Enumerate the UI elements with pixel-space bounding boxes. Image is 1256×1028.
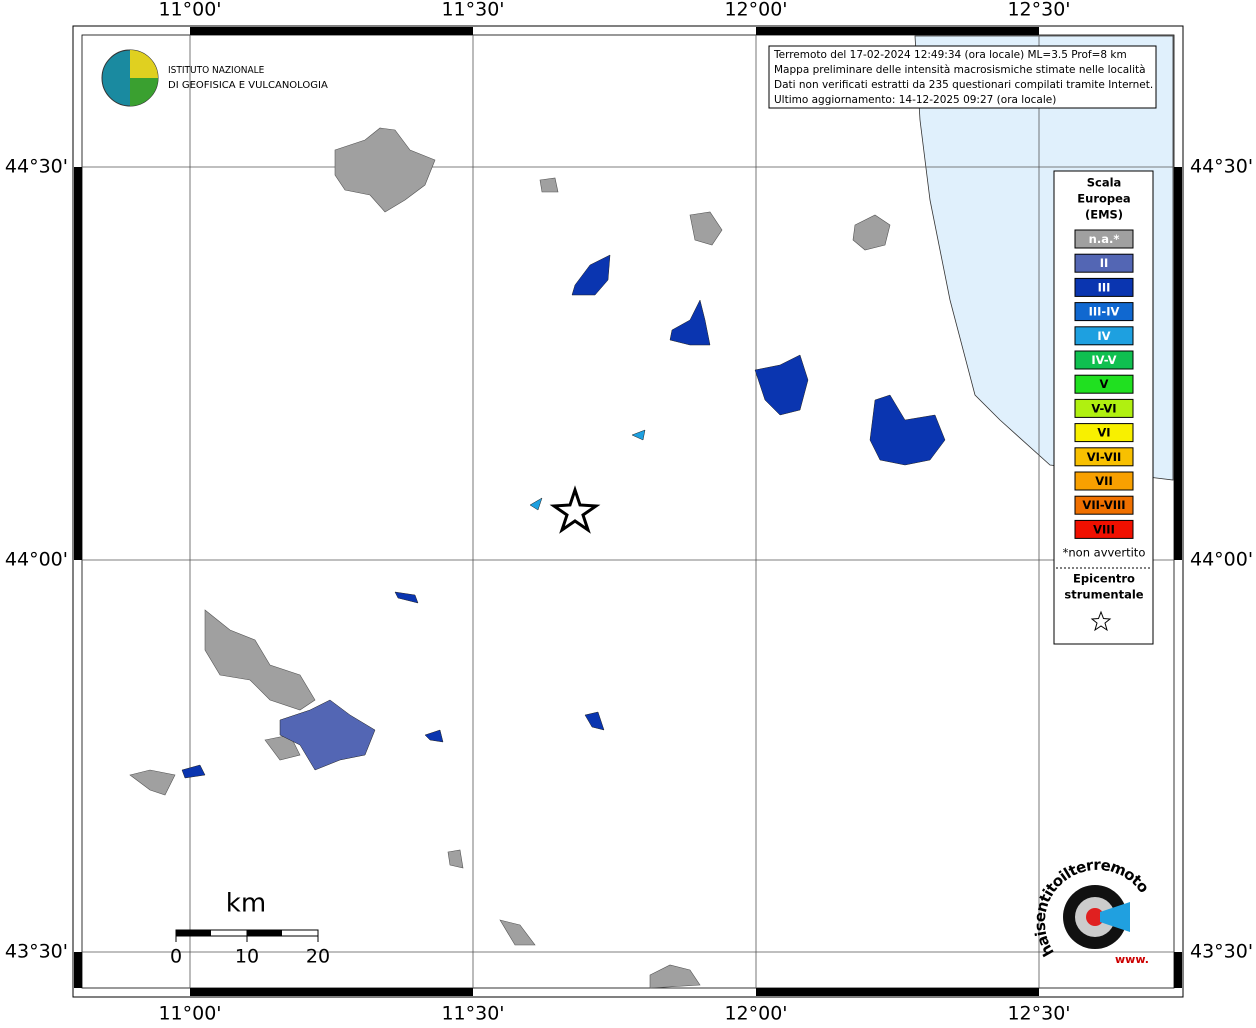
legend-swatch xyxy=(1074,398,1134,418)
legend-swatch xyxy=(1074,229,1134,249)
legend-swatch xyxy=(1074,471,1134,491)
lon-label: 12°00' xyxy=(724,0,787,21)
legend-label: II xyxy=(1100,256,1109,270)
info-line: Mappa preliminare delle intensità macros… xyxy=(774,64,1146,76)
legend-note: *non avvertito xyxy=(1063,546,1146,560)
legend-title: (EMS) xyxy=(1085,208,1123,222)
lat-label: 43°30' xyxy=(5,941,68,963)
legend-swatch xyxy=(1074,423,1134,443)
lon-label: 12°00' xyxy=(724,1003,787,1025)
legend-swatch xyxy=(1074,495,1134,515)
legend-label: III-IV xyxy=(1089,305,1120,319)
lat-label: 44°00' xyxy=(5,549,68,571)
lat-label: 44°00' xyxy=(1190,549,1253,571)
graticule xyxy=(82,35,1174,988)
lon-label: 11°00' xyxy=(158,1003,221,1025)
lon-label: 12°30' xyxy=(1007,1003,1070,1025)
lon-labels: 11°00' 11°30' 12°00' 12°30' 11°00' 11°30… xyxy=(158,0,1070,1025)
legend-swatch xyxy=(1074,302,1134,322)
lon-label: 11°30' xyxy=(441,0,504,21)
lon-label: 11°00' xyxy=(158,0,221,21)
lat-label: 44°30' xyxy=(1190,156,1253,178)
legend-label: V-VI xyxy=(1091,401,1116,415)
border-bars xyxy=(74,27,1182,996)
legend-epicenter: strumentale xyxy=(1064,588,1143,602)
scale-label: 10 xyxy=(235,946,259,968)
ingv-logo: ISTITUTO NAZIONALE DI GEOFISICA E VULCAN… xyxy=(101,49,328,107)
legend-label: III xyxy=(1098,280,1111,294)
legend-swatch xyxy=(1074,374,1134,394)
legend-swatch xyxy=(1074,447,1134,467)
legend-epicenter: Epicentro xyxy=(1073,572,1135,586)
legend-title: Scala xyxy=(1087,176,1122,190)
legend-label: VIII xyxy=(1093,522,1115,536)
epicenter-star xyxy=(549,485,601,534)
legend-label: n.a.* xyxy=(1089,232,1120,246)
legend-label: IV xyxy=(1097,329,1110,343)
legend-label: IV-V xyxy=(1091,353,1116,367)
info-line: Dati non verificati estratti da 235 ques… xyxy=(774,79,1153,91)
scale-label: 0 xyxy=(170,946,182,968)
logo-www: www. xyxy=(1115,953,1149,966)
lat-label: 43°30' xyxy=(1190,941,1253,963)
lat-label: 44°30' xyxy=(5,156,68,178)
lon-label: 12°30' xyxy=(1007,0,1070,21)
legend-swatch xyxy=(1074,277,1134,297)
inner-frame xyxy=(81,34,1175,989)
legend-label: V xyxy=(1100,377,1109,391)
legend: Scala Europea (EMS) *non avvertito Epice… xyxy=(1053,170,1154,645)
institute-name: ISTITUTO NAZIONALE xyxy=(168,65,265,76)
legend-label: VII-VIII xyxy=(1082,498,1125,512)
municipalities xyxy=(129,127,946,989)
lat-labels: 44°30' 44°00' 43°30' 44°30' 44°00' 43°30… xyxy=(5,156,1253,963)
lon-label: 11°30' xyxy=(441,1003,504,1025)
legend-title: Europea xyxy=(1077,192,1130,206)
legend-label: VI xyxy=(1097,426,1110,440)
legend-swatch xyxy=(1074,253,1134,273)
legend-label: VII xyxy=(1095,474,1112,488)
scale-bar: km 0 10 20 xyxy=(170,889,330,968)
legend-label: VI-VII xyxy=(1087,450,1122,464)
legend-swatch xyxy=(1074,326,1134,346)
info-line: Ultimo aggiornamento: 14-12-2025 09:27 (… xyxy=(774,94,1056,106)
scale-unit: km xyxy=(226,889,266,919)
institute-name: DI GEOFISICA E VULCANOLOGIA xyxy=(168,80,328,91)
info-box xyxy=(768,45,1157,109)
info-text: Terremoto del 17-02-2024 12:49:34 (ora l… xyxy=(773,49,1153,106)
legend-swatch xyxy=(1074,350,1134,370)
info-line: Terremoto del 17-02-2024 12:49:34 (ora l… xyxy=(773,49,1127,61)
legend-swatch xyxy=(1074,519,1134,539)
scale-label: 20 xyxy=(306,946,330,968)
